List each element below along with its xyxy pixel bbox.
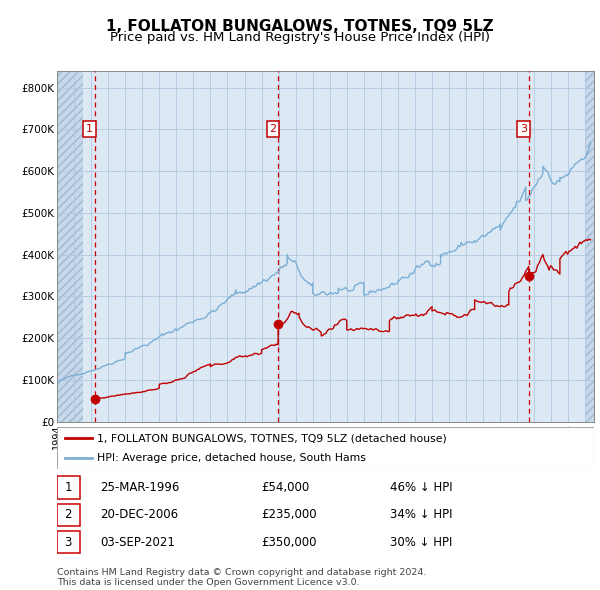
- Text: 30% ↓ HPI: 30% ↓ HPI: [390, 536, 452, 549]
- Bar: [586, 71, 594, 422]
- Text: 25-MAR-1996: 25-MAR-1996: [100, 481, 179, 494]
- Text: HPI: Average price, detached house, South Hams: HPI: Average price, detached house, Sout…: [97, 453, 366, 463]
- Text: 1: 1: [65, 481, 72, 494]
- Text: 03-SEP-2021: 03-SEP-2021: [100, 536, 175, 549]
- Text: Contains HM Land Registry data © Crown copyright and database right 2024.
This d: Contains HM Land Registry data © Crown c…: [57, 568, 427, 587]
- Text: 1, FOLLATON BUNGALOWS, TOTNES, TQ9 5LZ: 1, FOLLATON BUNGALOWS, TOTNES, TQ9 5LZ: [106, 19, 494, 34]
- Text: 2: 2: [65, 508, 72, 522]
- Text: 3: 3: [520, 124, 527, 134]
- Text: 2: 2: [269, 124, 277, 134]
- Text: 3: 3: [65, 536, 72, 549]
- Text: 46% ↓ HPI: 46% ↓ HPI: [390, 481, 452, 494]
- Text: 1, FOLLATON BUNGALOWS, TOTNES, TQ9 5LZ (detached house): 1, FOLLATON BUNGALOWS, TOTNES, TQ9 5LZ (…: [97, 433, 447, 443]
- FancyBboxPatch shape: [57, 531, 80, 553]
- FancyBboxPatch shape: [57, 427, 594, 469]
- Text: Price paid vs. HM Land Registry's House Price Index (HPI): Price paid vs. HM Land Registry's House …: [110, 31, 490, 44]
- Text: £235,000: £235,000: [261, 508, 317, 522]
- FancyBboxPatch shape: [57, 504, 80, 526]
- Bar: [57, 71, 83, 422]
- Text: 34% ↓ HPI: 34% ↓ HPI: [390, 508, 452, 522]
- Text: 1: 1: [86, 124, 93, 134]
- FancyBboxPatch shape: [57, 476, 80, 499]
- Text: 20-DEC-2006: 20-DEC-2006: [100, 508, 178, 522]
- Text: £54,000: £54,000: [261, 481, 310, 494]
- Text: £350,000: £350,000: [261, 536, 317, 549]
